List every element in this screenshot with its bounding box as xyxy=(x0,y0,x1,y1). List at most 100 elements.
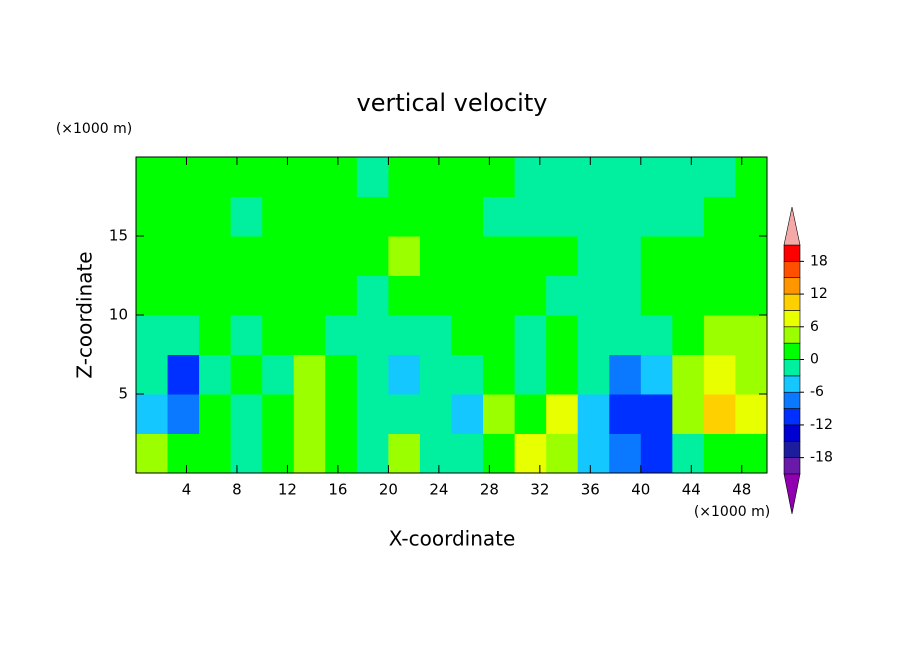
colorbar-tick-label: -12 xyxy=(810,417,833,433)
contour-cell xyxy=(735,433,768,474)
colorbar-box xyxy=(783,359,801,377)
x-axis-label: X-coordinate xyxy=(389,527,516,551)
contour-cell xyxy=(703,354,736,395)
contour-cell xyxy=(136,275,169,316)
contour-cell xyxy=(136,354,169,395)
contour-cell xyxy=(640,157,673,197)
contour-cell xyxy=(640,315,673,355)
colorbar-box xyxy=(783,440,801,458)
contour-cell xyxy=(609,433,642,474)
contour-cell xyxy=(230,236,263,276)
contour-cell xyxy=(451,433,484,474)
contour-cell xyxy=(640,354,673,395)
contour-cell xyxy=(388,196,421,237)
contour-cell xyxy=(293,236,326,276)
contour-cell xyxy=(577,236,610,276)
contour-cell xyxy=(356,157,389,197)
y-axis-label: Z-coordinate xyxy=(73,251,97,378)
contour-cell xyxy=(230,354,263,395)
contour-cell xyxy=(514,394,547,434)
contour-cell xyxy=(356,196,389,237)
contour-cell xyxy=(167,433,200,474)
contour-cell xyxy=(293,157,326,197)
contour-cell xyxy=(419,196,452,237)
contour-cell xyxy=(640,196,673,237)
contour-cell xyxy=(577,433,610,474)
contour-cell xyxy=(483,157,516,197)
contour-cell xyxy=(577,394,610,434)
y-tick-label: 5 xyxy=(118,385,128,403)
contour-cell xyxy=(388,354,421,395)
contour-cell xyxy=(640,433,673,474)
colorbar-over xyxy=(783,206,801,246)
contour-cell xyxy=(136,157,169,197)
contour-field xyxy=(136,157,768,474)
contour-cell xyxy=(419,157,452,197)
colorbar-tick-label: -6 xyxy=(810,384,824,400)
contour-cell xyxy=(262,433,295,474)
colorbar-box xyxy=(783,391,801,409)
contour-cell xyxy=(609,236,642,276)
contour-cell xyxy=(167,394,200,434)
contour-cell xyxy=(703,196,736,237)
colorbar-box xyxy=(783,424,801,442)
contour-cell xyxy=(703,236,736,276)
colorbar-tick-label: -18 xyxy=(810,450,833,466)
x-unit-label: (×1000 m) xyxy=(694,504,770,520)
contour-cell xyxy=(577,354,610,395)
y-tick-label: 15 xyxy=(109,227,128,245)
contour-cell xyxy=(356,236,389,276)
contour-cell xyxy=(356,315,389,355)
contour-cell xyxy=(230,157,263,197)
contour-cell xyxy=(640,236,673,276)
contour-cell xyxy=(735,275,768,316)
contour-cell xyxy=(514,354,547,395)
x-tick-label: 32 xyxy=(530,481,549,499)
colorbar-box xyxy=(783,261,801,279)
contour-cell xyxy=(703,315,736,355)
contour-cell xyxy=(672,157,705,197)
colorbar-box xyxy=(783,457,801,475)
x-tick-label: 48 xyxy=(732,481,751,499)
contour-cell xyxy=(483,394,516,434)
contour-cell xyxy=(577,275,610,316)
contour-cell xyxy=(451,236,484,276)
contour-cell xyxy=(546,157,579,197)
contour-cell xyxy=(230,196,263,237)
contour-cell xyxy=(451,394,484,434)
contour-cell xyxy=(451,196,484,237)
contour-cell xyxy=(735,196,768,237)
contour-cell xyxy=(514,236,547,276)
contour-cell xyxy=(609,196,642,237)
contour-cell xyxy=(325,394,358,434)
colorbar-box xyxy=(783,293,801,311)
contour-cell xyxy=(514,433,547,474)
contour-cell xyxy=(419,394,452,434)
contour-cell xyxy=(136,315,169,355)
contour-cell xyxy=(419,315,452,355)
contour-cell xyxy=(325,433,358,474)
y-unit-label: (×1000 m) xyxy=(56,121,132,137)
contour-cell xyxy=(199,196,232,237)
chart-title: vertical velocity xyxy=(357,89,548,117)
contour-cell xyxy=(483,433,516,474)
contour-cell xyxy=(672,196,705,237)
contour-cell xyxy=(167,275,200,316)
contour-cell xyxy=(609,394,642,434)
contour-cell xyxy=(230,275,263,316)
x-tick-label: 4 xyxy=(182,481,192,499)
contour-cell xyxy=(577,196,610,237)
x-tick-label: 24 xyxy=(429,481,448,499)
x-tick-label: 16 xyxy=(328,481,347,499)
contour-cell xyxy=(388,394,421,434)
contour-cell xyxy=(388,433,421,474)
contour-cell xyxy=(199,315,232,355)
contour-cell xyxy=(672,354,705,395)
contour-cell xyxy=(735,157,768,197)
contour-cell xyxy=(419,236,452,276)
contour-cell xyxy=(325,315,358,355)
contour-cell xyxy=(262,157,295,197)
contour-cell xyxy=(514,315,547,355)
contour-cell xyxy=(293,433,326,474)
